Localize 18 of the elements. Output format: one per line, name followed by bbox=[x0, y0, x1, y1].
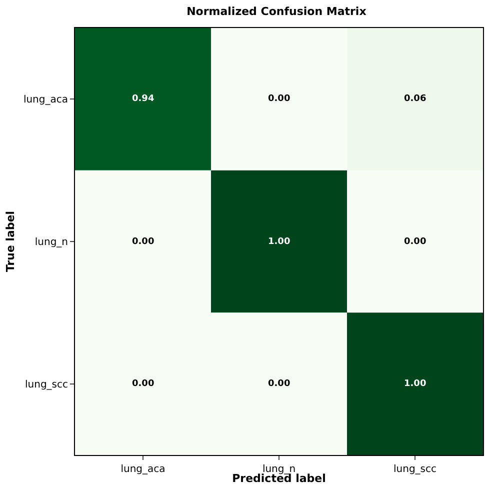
data-label: 0.00 bbox=[132, 237, 154, 247]
y-axis-title: True label bbox=[4, 210, 18, 272]
data-label: 1.00 bbox=[404, 379, 426, 389]
data-label: 0.94 bbox=[132, 94, 154, 104]
x-tick-label: lung_scc bbox=[393, 464, 437, 475]
x-axis-title: Predicted label bbox=[232, 472, 326, 485]
chart-title: Normalized Confusion Matrix bbox=[186, 4, 366, 18]
data-label: 0.00 bbox=[268, 94, 290, 104]
data-label: 1.00 bbox=[268, 237, 290, 247]
x-tick-label: lung_n bbox=[262, 464, 296, 475]
data-label: 0.00 bbox=[404, 237, 426, 247]
x-tick-label: lung_aca bbox=[120, 464, 166, 475]
data-label: 0.06 bbox=[404, 94, 426, 104]
data-label: 0.00 bbox=[132, 379, 154, 389]
y-tick-label: lung_aca bbox=[23, 94, 68, 106]
y-tick-label: lung_n bbox=[34, 237, 68, 248]
data-label: 0.00 bbox=[268, 379, 290, 389]
y-tick-label: lung_scc bbox=[24, 379, 68, 390]
